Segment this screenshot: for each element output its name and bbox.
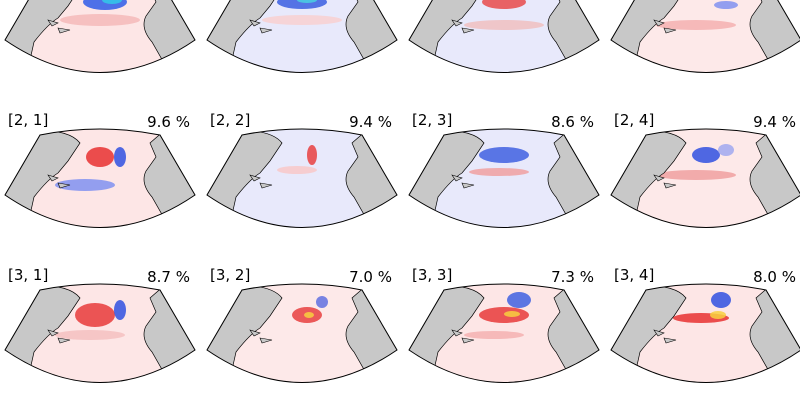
map-field [207,284,397,383]
anomaly [114,300,126,320]
panel-label: [3, 1] [8,266,48,284]
anomaly [102,0,122,4]
map-outline [4,0,196,73]
panel-label: [3, 4] [614,266,654,284]
anomaly [692,147,720,163]
map-panel: [3, 1] 8.7 % [4,266,196,383]
map-outline [408,283,600,383]
anomaly [55,179,115,191]
land [249,329,273,344]
panel-percent: 9.4 % [349,113,392,131]
panel-percent: 8.7 % [147,268,190,286]
map-outline [610,128,800,228]
map-outline [206,0,398,73]
anomaly [55,330,125,340]
land [451,329,475,344]
map-field [5,0,195,73]
map-field [611,284,800,383]
anomaly [656,20,736,30]
map-panel [4,0,196,73]
map-outline [408,128,600,228]
anomaly [469,168,529,176]
anomaly [714,1,738,9]
map-field [5,284,195,383]
anomaly [479,147,529,163]
map-panel: [3, 2] 7.0 % [206,266,398,383]
panel-percent: 9.4 % [753,113,796,131]
anomaly [297,0,317,3]
map-panel [206,0,398,73]
panel-label: [2, 2] [210,111,250,129]
anomaly [479,307,529,323]
anomaly [86,147,114,167]
land [249,174,273,189]
anomaly [656,170,736,180]
map-panel: [3, 3] 7.3 % [408,266,600,383]
map-panel: [2, 1] 9.6 % [4,111,196,228]
land [47,19,71,34]
land [653,329,677,344]
map-field [409,0,599,73]
anomaly [114,147,126,167]
map-field [207,0,397,73]
map-outline [206,128,398,228]
land [653,19,677,34]
panel-label: [3, 3] [412,266,452,284]
map-outline [4,128,196,228]
anomaly [718,144,734,156]
land [249,19,273,34]
map-panel: [2, 2] 9.4 % [206,111,398,228]
map-field [611,0,800,73]
anomaly [464,20,544,30]
anomaly [504,311,520,317]
map-outline [206,283,398,383]
land [451,174,475,189]
land [47,329,71,344]
anomaly [316,296,328,308]
anomaly [482,0,526,9]
map-outline [610,0,800,73]
panel-label: [2, 4] [614,111,654,129]
anomaly [75,303,115,327]
panel-percent: 8.0 % [753,268,796,286]
map-field [409,284,599,383]
map-field [409,129,599,228]
anomaly [60,14,140,26]
anomaly [711,292,731,308]
land [451,19,475,34]
anomaly [307,145,317,165]
anomaly [262,15,342,25]
map-panel: [2, 3] 8.6 % [408,111,600,228]
anomaly [304,312,314,318]
anomaly [277,166,317,174]
map-panel: [2, 4] 9.4 % [610,111,800,228]
panel-label: [3, 2] [210,266,250,284]
map-outline [610,283,800,383]
panel-label: [2, 1] [8,111,48,129]
map-field [611,129,800,228]
panel-label: [2, 3] [412,111,452,129]
map-field [5,129,195,228]
anomaly [710,311,726,319]
panel-percent: 7.3 % [551,268,594,286]
map-outline [408,0,600,73]
map-panel: [3, 4] 8.0 % [610,266,800,383]
panel-percent: 9.6 % [147,113,190,131]
map-outline [4,283,196,383]
anomaly [464,331,524,339]
land [653,174,677,189]
map-panel [610,0,800,73]
panel-percent: 8.6 % [551,113,594,131]
map-field [207,129,397,228]
land [47,174,71,189]
anomaly [507,292,531,308]
panel-percent: 7.0 % [349,268,392,286]
map-panel [408,0,600,73]
